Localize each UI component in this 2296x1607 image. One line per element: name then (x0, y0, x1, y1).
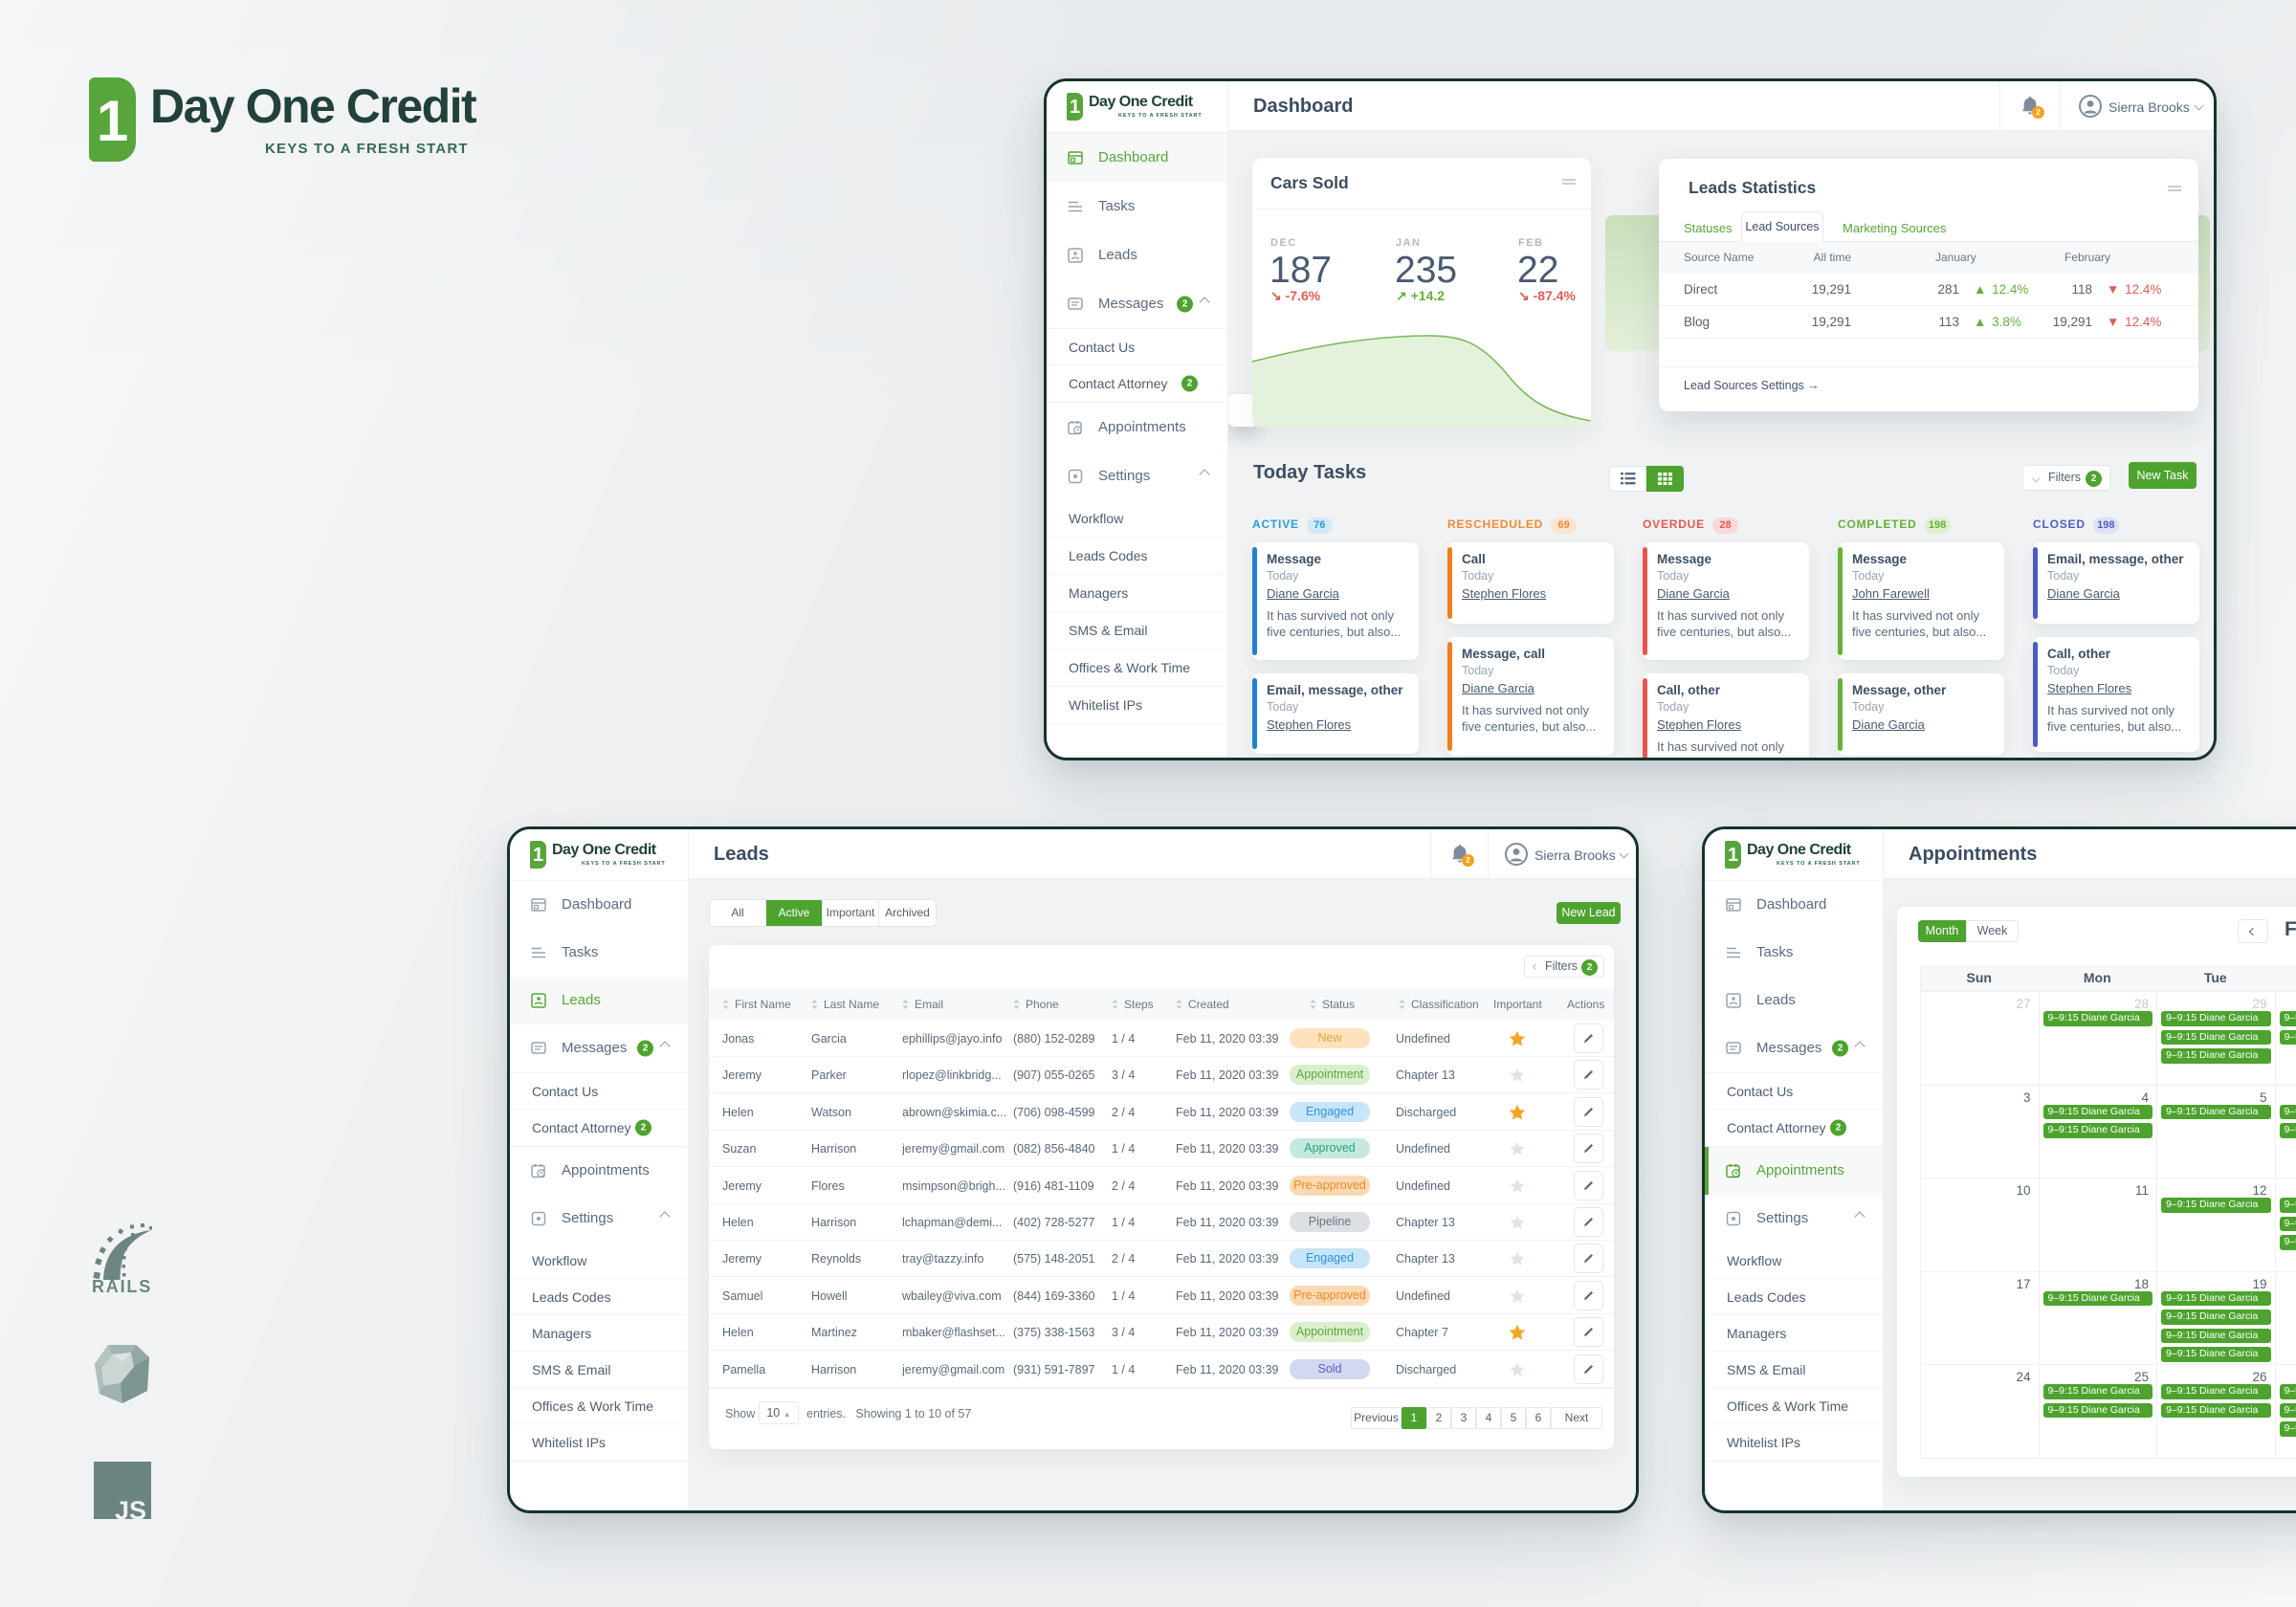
svg-text:RAILS: RAILS (92, 1277, 152, 1295)
